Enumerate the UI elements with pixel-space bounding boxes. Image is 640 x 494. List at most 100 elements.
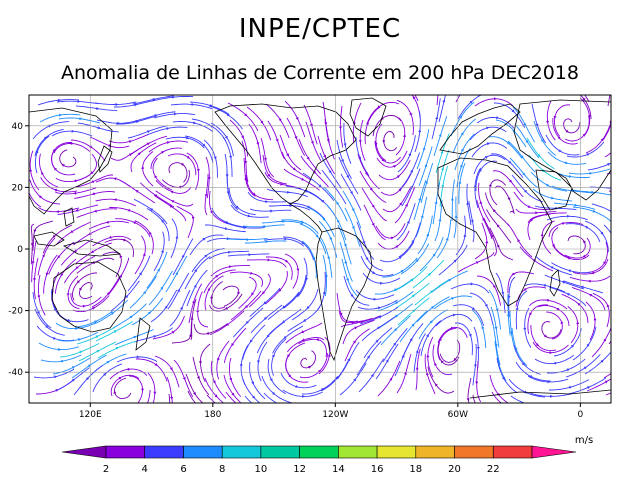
streamline-arrow: [91, 180, 95, 183]
streamline-arrow: [170, 414, 173, 417]
streamline-arrow: [378, 315, 382, 319]
streamline-arrow: [312, 257, 316, 261]
streamline-arrow: [193, 284, 197, 288]
streamline-arrow: [585, 225, 589, 229]
streamline-arrow: [177, 288, 180, 292]
streamline-arrow: [153, 335, 157, 338]
streamline-arrow: [600, 231, 604, 235]
streamline: [256, 321, 285, 354]
streamline-arrow: [566, 368, 570, 372]
colorbar-swatch: [183, 445, 223, 459]
streamline: [60, 238, 94, 266]
streamline: [436, 95, 439, 106]
streamline-arrow: [547, 380, 551, 384]
streamline-arrow: [459, 164, 463, 168]
colorbar-label: 22: [487, 464, 500, 475]
streamline-arrow: [142, 409, 145, 412]
streamline-arrow: [549, 351, 553, 355]
streamline-arrow: [495, 308, 499, 312]
streamline: [92, 363, 123, 393]
streamline-arrow: [186, 155, 190, 159]
streamline-arrow: [561, 281, 565, 284]
streamline-arrow: [199, 406, 202, 409]
streamline-arrow: [54, 167, 58, 171]
streamline-arrow: [289, 204, 293, 208]
streamline-arrow: [115, 347, 119, 350]
streamline: [320, 360, 349, 392]
streamline-arrow: [194, 269, 198, 273]
streamline: [130, 142, 157, 173]
streamline-arrow: [412, 96, 416, 100]
lon-ticks: 120E 180 120W 60W 0: [79, 403, 584, 420]
streamline-arrow: [197, 376, 200, 380]
streamline: [225, 391, 237, 403]
streamline-arrow: [426, 354, 430, 358]
streamline: [206, 394, 217, 403]
streamline-arrow: [115, 103, 119, 107]
streamline-arrow: [400, 270, 404, 273]
streamline: [606, 172, 611, 175]
streamline-arrow: [408, 152, 412, 156]
streamline-arrow: [438, 337, 442, 341]
streamline-arrow: [395, 314, 399, 318]
streamline-arrow: [343, 143, 347, 147]
streamline-arrow: [193, 121, 197, 125]
lon-tick-label: 0: [578, 410, 584, 420]
streamline-arrow: [627, 218, 630, 221]
streamline-arrow: [77, 99, 81, 103]
streamline-arrow: [309, 123, 313, 127]
streamline-arrow: [95, 335, 99, 339]
streamline-arrow: [546, 120, 549, 124]
streamline-arrow: [530, 218, 534, 222]
streamline: [57, 331, 99, 342]
map-title: INPE/CPTEC: [238, 14, 402, 44]
streamline: [360, 255, 394, 277]
streamline: [222, 285, 240, 307]
streamline-arrow: [210, 210, 213, 214]
streamline: [551, 227, 571, 259]
streamline-arrow: [467, 83, 470, 86]
streamline-arrow: [224, 135, 228, 139]
streamline-arrow: [497, 244, 500, 248]
streamline-arrow: [175, 271, 178, 276]
streamline-arrow: [96, 350, 100, 353]
streamline-arrow: [422, 146, 426, 150]
streamline: [59, 343, 100, 358]
streamline-arrow: [529, 312, 533, 316]
streamline-arrow: [288, 374, 292, 378]
streamline-arrow: [301, 338, 305, 342]
streamline-arrow: [169, 367, 173, 371]
streamline-arrow: [346, 278, 349, 282]
streamline: [377, 360, 401, 397]
streamline-arrow: [624, 386, 627, 389]
streamline-arrow: [574, 203, 578, 207]
streamline: [564, 115, 590, 142]
streamline-arrow: [494, 326, 498, 330]
streamline-arrow: [301, 177, 305, 181]
streamline-arrow: [78, 338, 82, 342]
streamline-arrow: [371, 204, 375, 208]
streamline: [396, 99, 414, 136]
streamline-arrow: [226, 191, 230, 195]
streamline-arrow: [346, 175, 349, 179]
streamline-arrow: [280, 182, 284, 186]
streamline: [342, 319, 375, 345]
streamline-arrow: [42, 254, 46, 258]
streamline: [417, 215, 433, 255]
streamline: [549, 379, 590, 391]
streamline-arrow: [54, 188, 58, 192]
streamline-arrow: [365, 257, 369, 261]
streamline-arrow: [127, 367, 131, 371]
streamline-arrow: [567, 214, 570, 218]
streamline: [458, 163, 466, 205]
streamline-arrow: [263, 301, 267, 305]
streamline-arrow: [401, 354, 405, 358]
streamline: [280, 372, 317, 389]
streamline-arrow: [285, 259, 289, 263]
streamline-arrow: [371, 222, 375, 226]
streamline-arrow: [567, 269, 571, 273]
streamline-arrow: [315, 338, 319, 342]
streamline-arrow: [478, 168, 482, 172]
streamline-arrow: [286, 153, 289, 157]
streamline-arrow: [485, 240, 489, 244]
